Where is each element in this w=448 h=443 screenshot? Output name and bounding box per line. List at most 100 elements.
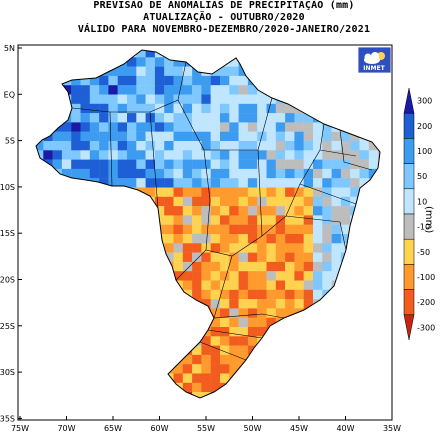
grid-cell — [350, 187, 360, 197]
grid-cell — [61, 159, 72, 170]
logo-text: INMET — [363, 65, 385, 72]
grid-cell — [108, 103, 118, 114]
grid-cell — [294, 234, 304, 244]
grid-cell — [229, 57, 239, 67]
colorbar-unit: (mm) — [423, 206, 434, 233]
grid-cell — [164, 187, 174, 197]
grid-cell — [368, 159, 379, 170]
grid-cell — [266, 141, 276, 151]
grid-cell — [247, 141, 258, 151]
grid-cell — [210, 327, 221, 337]
grid-cell — [303, 113, 314, 123]
grid-cell — [201, 289, 211, 300]
grid-cell — [266, 234, 276, 244]
grid-cell — [201, 150, 211, 160]
grid-cell — [192, 289, 202, 300]
lat-tick-label: 35S — [0, 414, 15, 423]
grid-cell — [285, 187, 295, 197]
grid-cell — [99, 94, 109, 104]
grid-cell — [266, 196, 276, 207]
grid-cell — [108, 159, 118, 170]
grid-cell — [257, 178, 267, 188]
grid-cell — [257, 252, 267, 263]
grid-cell — [154, 103, 165, 114]
grid-cell — [117, 66, 128, 77]
grid-cell — [275, 289, 286, 300]
grid-cell — [229, 168, 239, 179]
grid-cell — [108, 75, 118, 86]
grid-cell — [201, 345, 211, 356]
grid-cell — [340, 206, 351, 216]
grid-cell — [322, 159, 332, 170]
grid-cell — [192, 224, 202, 235]
grid-cell — [313, 261, 323, 272]
grid-cell — [182, 243, 193, 253]
grid-cell — [247, 131, 258, 142]
grid-cell — [173, 122, 183, 132]
grid-cell — [303, 261, 314, 272]
grid-cell — [210, 122, 221, 132]
grid-cell — [229, 215, 239, 225]
grid-cell — [220, 308, 230, 318]
grid-cell — [331, 243, 342, 253]
grid-cell — [359, 141, 369, 151]
grid-cell — [220, 75, 230, 86]
grid-cell — [331, 150, 342, 160]
grid-cell — [313, 196, 323, 207]
grid-cell — [238, 168, 249, 179]
grid-cell — [247, 299, 258, 309]
lat-tick-label: 20S — [0, 276, 15, 285]
grid-cell — [173, 243, 183, 253]
grid-cell — [201, 271, 211, 281]
grid-cell — [359, 150, 369, 160]
grid-cell — [275, 187, 286, 197]
grid-cell — [154, 206, 165, 216]
grid-cell — [108, 141, 118, 151]
grid-cell — [117, 75, 128, 86]
grid-cell — [210, 178, 221, 188]
grid-cell — [136, 57, 146, 67]
grid-cell — [43, 150, 53, 160]
grid-cell — [247, 243, 258, 253]
grid-cell — [61, 168, 72, 179]
grid-cell — [229, 243, 239, 253]
grid-cell — [154, 122, 165, 132]
grid-cell — [89, 141, 100, 151]
grid-cell — [229, 345, 239, 356]
grid-cell — [173, 85, 183, 95]
grid-cell — [294, 224, 304, 235]
grid-cell — [294, 252, 304, 263]
grid-cell — [136, 66, 146, 77]
grid-cell — [303, 252, 314, 263]
colorbar-label: -50 — [417, 248, 430, 257]
grid-cell — [99, 131, 109, 142]
grid-cell — [192, 75, 202, 86]
grid-cell — [71, 94, 81, 104]
grid-cell — [303, 280, 314, 290]
grid-cell — [89, 131, 100, 142]
grid-cell — [285, 196, 295, 207]
grid-cell — [229, 159, 239, 170]
grid-cell — [173, 187, 183, 197]
grid-cell — [247, 196, 258, 207]
grid-cell — [350, 178, 360, 188]
grid-cell — [220, 159, 230, 170]
lat-tick-label: 10S — [0, 183, 15, 192]
grid-cell — [210, 271, 221, 281]
grid-cell — [173, 252, 183, 263]
grid-cell — [127, 141, 137, 151]
grid-cell — [71, 113, 81, 123]
grid-cell — [154, 168, 165, 179]
grid-cell — [127, 122, 137, 132]
grid-cell — [201, 382, 211, 393]
grid-cell — [340, 187, 351, 197]
grid-cell — [247, 150, 258, 160]
grid-cell — [127, 66, 137, 77]
colorbar-segment — [403, 213, 415, 240]
grid-cell — [71, 85, 81, 95]
grid-cell — [145, 150, 156, 160]
grid-cell — [182, 261, 193, 272]
grid-cell — [331, 224, 342, 235]
grid-cell — [275, 308, 286, 318]
grid-cell — [257, 122, 267, 132]
